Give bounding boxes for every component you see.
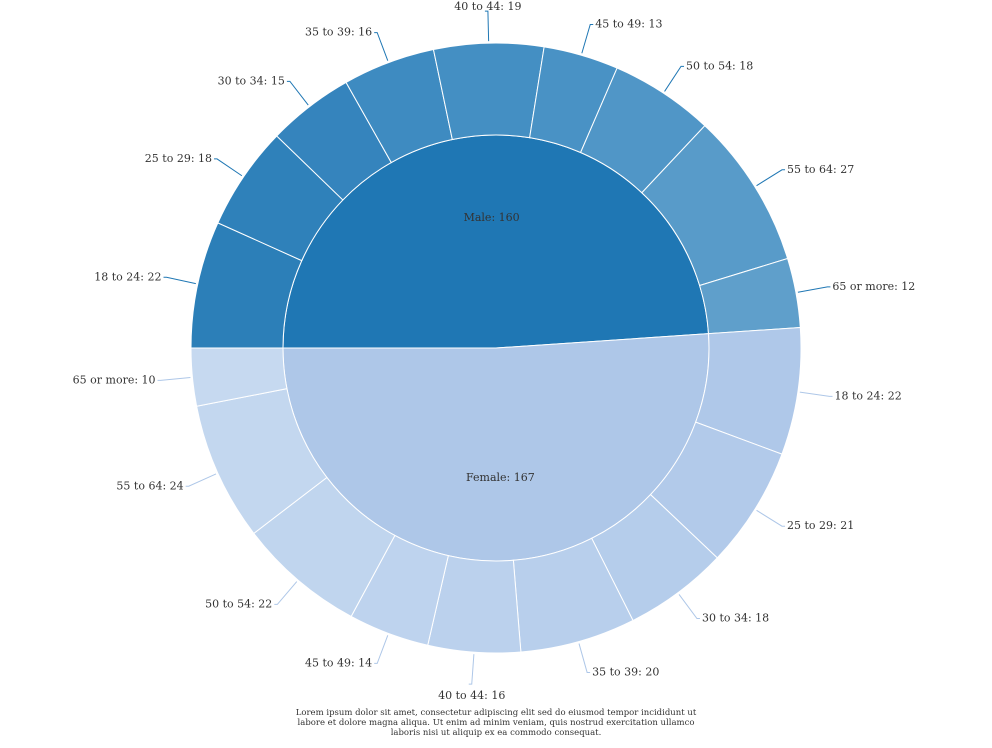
leader-lines [157, 10, 833, 685]
outer-label-male-50-to-54: 50 to 54: 18 [686, 59, 753, 72]
outer-label-male-25-to-29: 25 to 29: 18 [145, 152, 212, 165]
leader-line-female-65-or-more [157, 376, 191, 381]
outer-label-male-40-to-44: 40 to 44: 19 [454, 0, 521, 13]
leader-line-male-40-to-44 [484, 10, 490, 42]
outer-label-female-50-to-54: 50 to 54: 22 [205, 597, 272, 610]
outer-label-female-18-to-24: 18 to 24: 22 [835, 389, 902, 402]
outer-label-female-30-to-34: 30 to 34: 18 [702, 612, 769, 625]
leader-line-male-45-to-49 [581, 23, 594, 54]
leader-line-male-65-or-more [797, 286, 831, 293]
leader-line-female-45-to-49 [374, 635, 389, 664]
outer-label-female-40-to-44: 40 to 44: 16 [438, 689, 505, 702]
outer-label-male-55-to-64: 55 to 64: 27 [787, 163, 854, 176]
inner-ring: Male: 160 Female: 167 [282, 134, 710, 562]
leader-line-female-18-to-24 [799, 391, 833, 397]
outer-slice-female-65-or-more [190, 347, 288, 407]
leader-line-female-25-to-29 [756, 509, 786, 527]
leader-line-male-55-to-64 [756, 169, 786, 187]
outer-label-female-45-to-49: 45 to 49: 14 [305, 656, 372, 669]
leader-line-male-50-to-54 [664, 65, 685, 92]
outer-label-female-35-to-39: 35 to 39: 20 [592, 665, 659, 678]
leader-line-male-35-to-39 [374, 32, 389, 61]
outer-ring [190, 42, 802, 654]
outer-label-male-45-to-49: 45 to 49: 13 [595, 17, 662, 30]
outer-label-female-65-or-more: 65 or more: 10 [73, 373, 156, 386]
leader-line-female-30-to-34 [678, 594, 700, 620]
leader-line-female-35-to-39 [578, 643, 591, 673]
chart-caption: Lorem ipsum dolor sit amet, consectetur … [295, 708, 697, 738]
outer-label-male-65-or-more: 65 or more: 12 [832, 280, 915, 293]
leader-line-male-30-to-34 [286, 80, 309, 106]
outer-label-female-55-to-64: 55 to 64: 24 [116, 479, 183, 492]
inner-label-male: Male: 160 [464, 211, 520, 224]
outer-slice-male-40-to-44 [432, 42, 545, 141]
outer-label-male-18-to-24: 18 to 24: 22 [94, 270, 161, 283]
outer-label-male-30-to-34: 30 to 34: 15 [218, 74, 285, 87]
segment-labels: 18 to 24: 22 25 to 29: 18 30 to 34: 15 35 t… [73, 0, 916, 702]
leader-line-female-50-to-54 [274, 581, 298, 605]
leader-line-male-18-to-24 [163, 276, 196, 285]
leader-line-male-25-to-29 [214, 158, 243, 177]
outer-label-female-25-to-29: 25 to 29: 21 [787, 519, 854, 532]
leader-line-female-55-to-64 [185, 473, 217, 487]
outer-label-male-35-to-39: 35 to 39: 16 [305, 26, 372, 39]
leader-line-female-40-to-44 [468, 654, 475, 685]
inner-label-female: Female: 167 [466, 471, 535, 484]
